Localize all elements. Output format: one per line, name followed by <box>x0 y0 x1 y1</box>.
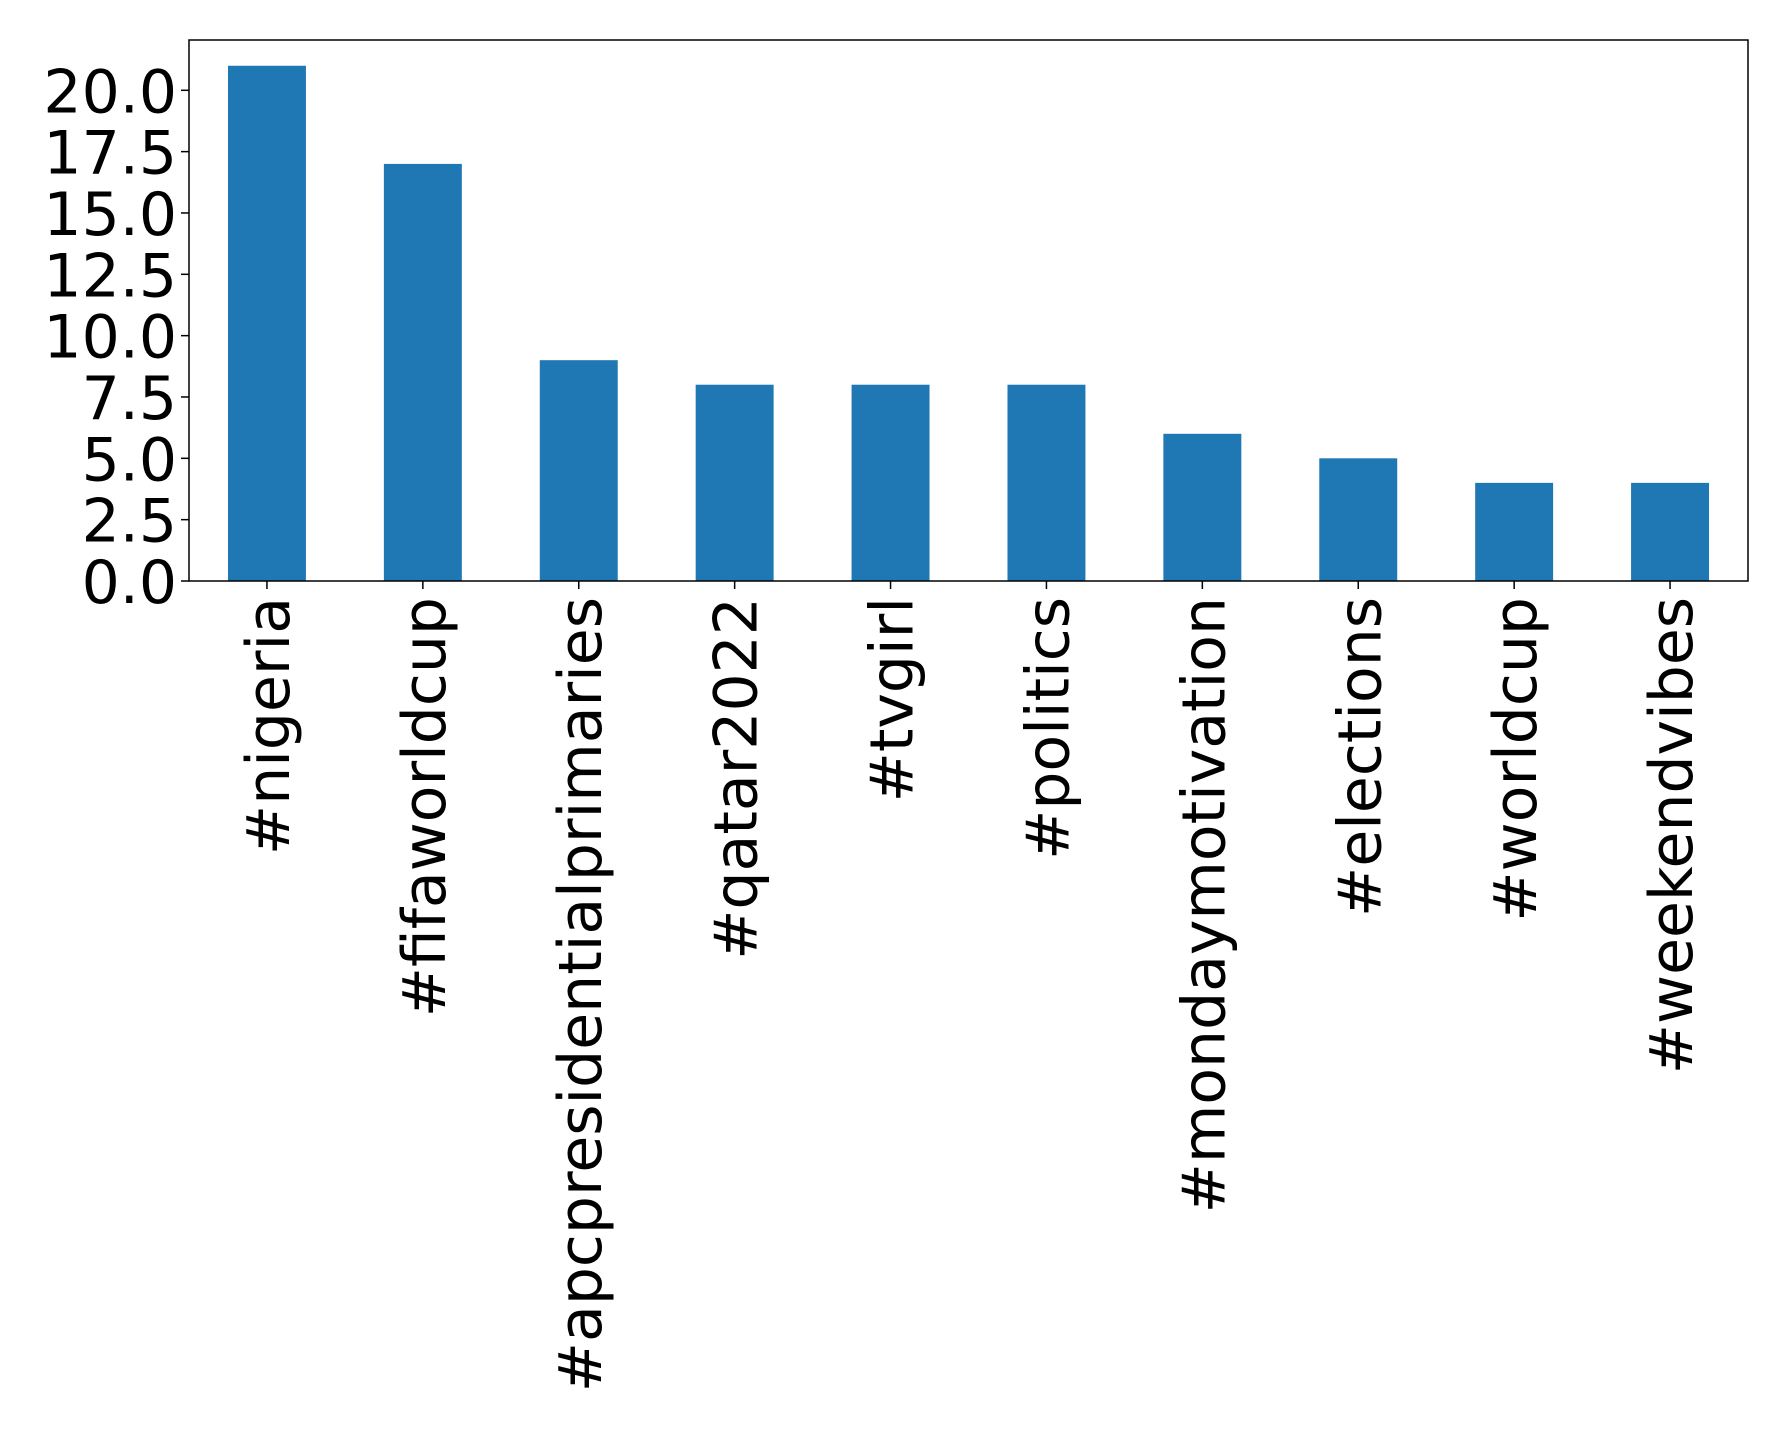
x-tick-label: #nigeria <box>234 597 304 855</box>
y-tick-label: 2.5 <box>82 487 177 557</box>
x-tick-label: #mondaymotivation <box>1169 597 1239 1213</box>
bar <box>539 360 618 581</box>
y-tick-label: 0.0 <box>82 548 177 618</box>
x-tick-label: #fifaworldcup <box>390 597 460 1017</box>
y-tick-label: 15.0 <box>43 180 177 250</box>
bar <box>1319 458 1398 581</box>
x-tick-label: #worldcup <box>1481 597 1551 922</box>
x-tick-label: #politics <box>1013 597 1083 860</box>
x-tick-label: #apcpresidentialprimaries <box>546 597 616 1392</box>
y-tick-label: 12.5 <box>43 241 177 311</box>
bar <box>1163 433 1242 581</box>
x-tick-label: #weekendvibes <box>1637 597 1707 1074</box>
x-tick-label: #elections <box>1325 597 1395 917</box>
bar <box>851 384 930 581</box>
y-tick-label: 5.0 <box>82 425 177 495</box>
plot-frame <box>188 39 1749 582</box>
y-tick-label: 10.0 <box>43 303 177 373</box>
bar <box>1007 384 1086 581</box>
bar <box>1475 482 1554 581</box>
bar <box>1631 482 1710 581</box>
bar <box>227 65 306 581</box>
y-tick-label: 20.0 <box>43 57 177 127</box>
x-tick-label: #tvgirl <box>858 597 928 802</box>
bar <box>383 163 462 581</box>
y-tick-label: 7.5 <box>82 364 177 434</box>
x-tick-label: #qatar2022 <box>702 597 772 960</box>
bar <box>695 384 774 581</box>
y-tick-label: 17.5 <box>43 119 177 189</box>
